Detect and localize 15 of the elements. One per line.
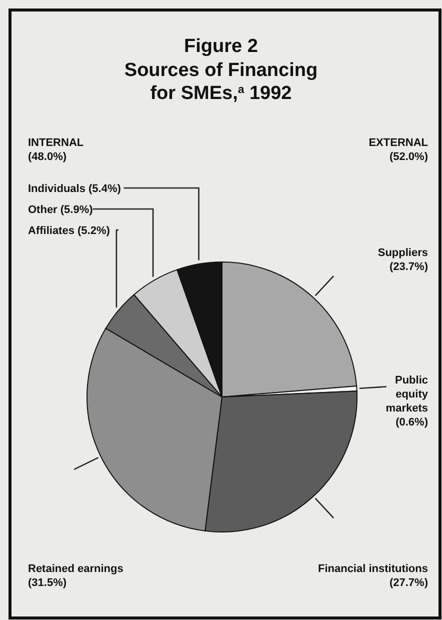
chart-title: Figure 2 [184,36,258,57]
text: EXTERNAL (52.0%) [368,137,428,163]
slice-label: Affiliates (5.2%) [28,225,110,237]
slice-label: Financial institutions [318,563,428,575]
text: INTERNAL (48.0%) [28,137,84,163]
slice-label: Individuals (5.4%) [28,183,122,195]
slice-label: Other (5.9%) [28,204,94,216]
data-label: (31.5%) [28,577,67,589]
data-label: (27.7%) [389,577,428,589]
slice-label: Retained earnings [28,563,124,575]
slice-label: Public equity markets [386,374,429,415]
chart-subtitle: Sources of Financing for SMEs,$^{a}$ 1992 [124,60,318,104]
data-label: (23.7%) [389,260,428,273]
data-label: (0.6%) [396,416,428,429]
slice-label: Suppliers [378,246,428,259]
